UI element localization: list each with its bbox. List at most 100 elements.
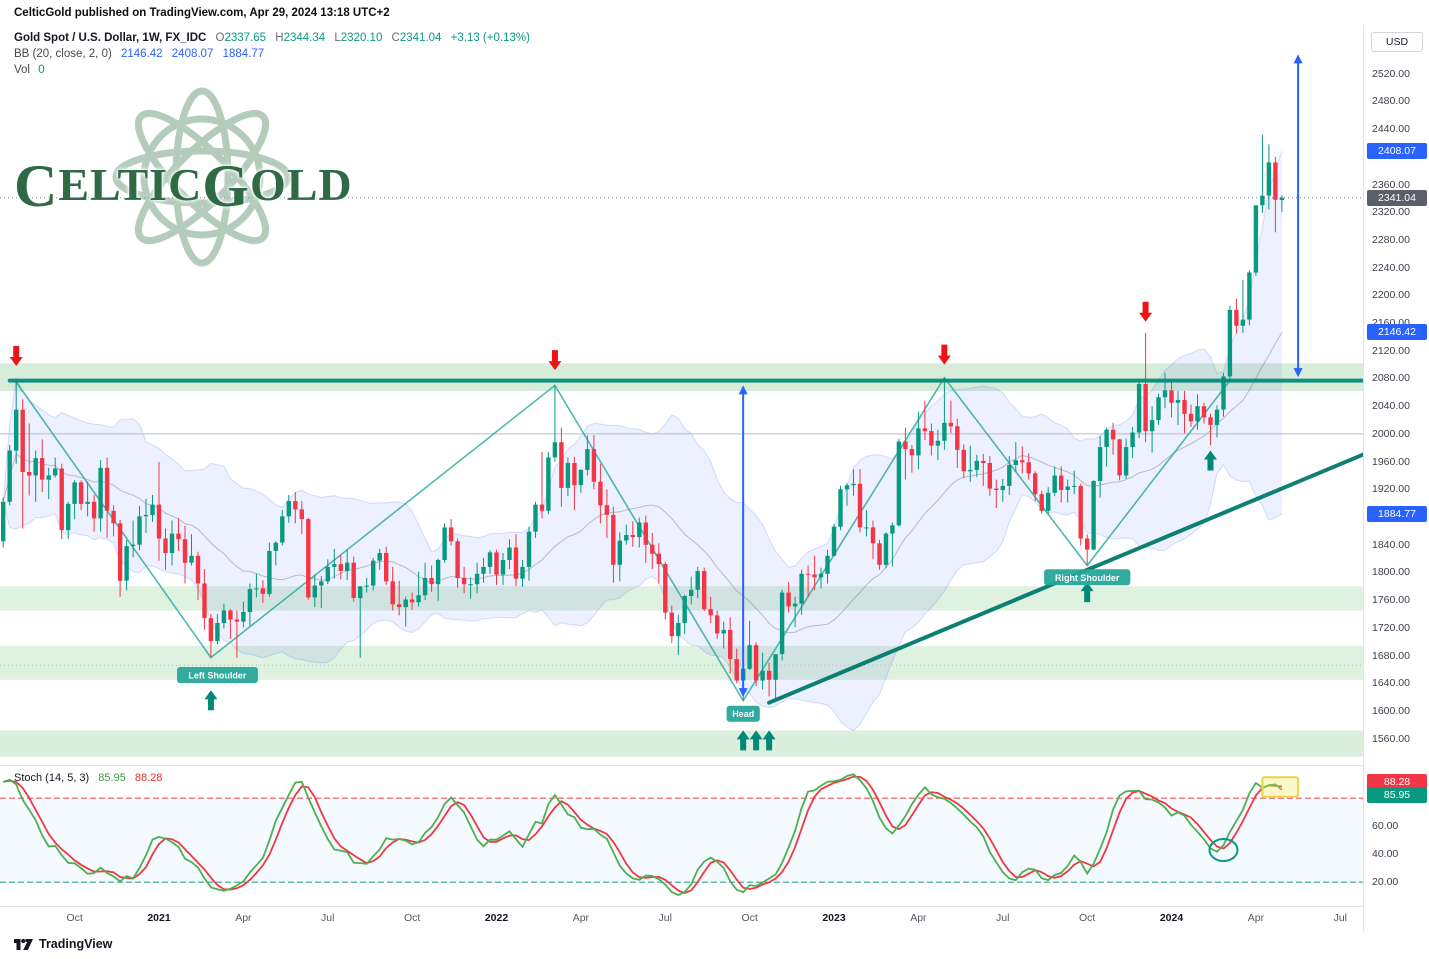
highlight-circle [1208, 838, 1239, 862]
down-arrow-icon [548, 350, 562, 371]
time-axis-label: Jul [996, 912, 1010, 924]
price-tick-label: 2000.00 [1372, 427, 1410, 440]
price-tick-label: 2040.00 [1372, 400, 1410, 413]
currency-selector[interactable]: USD [1371, 32, 1423, 52]
tradingview-attribution[interactable]: TradingView [14, 937, 112, 951]
time-axis-label: Apr [572, 912, 590, 924]
stochastic-label[interactable]: Stoch (14, 5, 3) [14, 772, 90, 784]
down-arrow-icon [1139, 301, 1153, 322]
price-tick-label: 1600.00 [1372, 704, 1410, 717]
price-badge: 2341.04 [1367, 189, 1427, 206]
pattern-label: Left Shoulder [177, 667, 258, 683]
publication-text: CelticGold published on TradingView.com,… [14, 7, 390, 19]
publication-bar: CelticGold published on TradingView.com,… [0, 0, 1429, 26]
volume-value: 0 [38, 64, 45, 76]
up-arrow-icon [1203, 450, 1217, 471]
pattern-label: Head [726, 705, 760, 722]
time-axis-label: Apr [910, 912, 927, 924]
change-value: +3.13 (+0.13%) [450, 32, 530, 44]
up-arrow-icon [1080, 582, 1094, 603]
stochastic-legend[interactable]: Stoch (14, 5, 3) 85.95 88.28 [14, 772, 162, 784]
chart-area: Left Shoulder Head Right Shoulder CELTICGO… [0, 26, 1429, 931]
time-axis-label: Jul [321, 912, 335, 924]
pattern-label: Right Shoulder [1044, 569, 1131, 586]
price-tick-label: 2480.00 [1372, 95, 1410, 108]
price-levels [0, 197, 1363, 666]
symbol-title[interactable]: Gold Spot / U.S. Dollar, 1W, FX_IDC [14, 32, 207, 44]
time-axis-label: 2021 [147, 912, 171, 924]
highlight-box [1261, 776, 1300, 798]
stochastic-d-value: 88.28 [134, 772, 163, 784]
price-badge: 2408.07 [1367, 143, 1427, 160]
stochastic-pane[interactable] [0, 766, 1363, 906]
symbol-row[interactable]: Gold Spot / U.S. Dollar, 1W, FX_IDC O233… [14, 30, 530, 46]
time-axis-label: Oct [1078, 912, 1096, 924]
price-tick-label: 2360.00 [1372, 178, 1410, 191]
close-value: 2341.04 [399, 32, 442, 44]
down-arrow-icon [9, 346, 23, 367]
price-tick-label: 1760.00 [1372, 594, 1410, 607]
candles [1, 134, 1285, 701]
signal-arrows[interactable] [9, 301, 1217, 751]
bb-upper-value: 2408.07 [171, 48, 214, 60]
price-tick-label: 2080.00 [1372, 372, 1410, 385]
price-badge: 2146.42 [1367, 324, 1427, 341]
svg-text:Right Shoulder: Right Shoulder [1055, 573, 1120, 583]
stoch-k-line [2, 773, 1283, 896]
price-tick-label: 2320.00 [1372, 206, 1410, 219]
bollinger-row[interactable]: BB (20, close, 2, 0) 2146.42 2408.07 188… [14, 46, 530, 62]
volume-label[interactable]: Vol [14, 64, 30, 76]
pane-separator[interactable] [0, 765, 1429, 766]
bb-lower-value: 1884.77 [222, 48, 265, 60]
price-tick-label: 2120.00 [1372, 344, 1410, 357]
open-value: 2337.65 [224, 32, 267, 44]
open-label: O [215, 32, 225, 44]
price-tick-label: 2280.00 [1372, 233, 1410, 246]
low-label: L [334, 32, 341, 44]
price-tick-label: 1640.00 [1372, 677, 1410, 690]
time-axis-label: 2023 [822, 912, 846, 924]
high-label: H [275, 32, 284, 44]
time-axis-label: Jul [1333, 912, 1347, 924]
price-axis[interactable]: USD 1560.00 1600.00 1640.00 1680.00 1720.00 1… [1363, 26, 1429, 931]
pattern-labels[interactable]: Left Shoulder Head Right Shoulder [177, 569, 1131, 722]
price-tick-label: 2520.00 [1372, 67, 1410, 80]
svg-text:Head: Head [732, 709, 754, 719]
symbol-legend[interactable]: Gold Spot / U.S. Dollar, 1W, FX_IDC O233… [14, 30, 530, 78]
down-arrow-icon [937, 344, 951, 365]
up-arrow-icon [749, 730, 763, 751]
bollinger-label[interactable]: BB (20, close, 2, 0) [14, 48, 112, 60]
price-chart-pane[interactable]: Left Shoulder Head Right Shoulder [0, 28, 1363, 765]
measured-move-arrows[interactable] [738, 54, 1303, 698]
price-tick-label: 1840.00 [1372, 538, 1410, 551]
footer-bar: TradingView [0, 931, 1429, 959]
bb-basis-value: 2146.42 [121, 48, 163, 60]
stoch-band-fill [0, 798, 1363, 883]
time-axis[interactable]: Oct 2021 Apr Jul Oct 2022 Apr Jul Oct 2023 Apr Jul O… [0, 907, 1363, 931]
stoch-tick-label: 40.00 [1372, 848, 1399, 861]
time-axis-label: 2022 [484, 912, 509, 924]
axis-separator [0, 906, 1429, 907]
time-axis-label: 2024 [1159, 912, 1184, 924]
time-axis-label: Oct [741, 912, 758, 924]
stoch-badge: 85.95 [1367, 787, 1427, 804]
price-tick-label: 2240.00 [1372, 261, 1410, 274]
volume-row[interactable]: Vol 0 [14, 62, 530, 78]
up-arrow-icon [762, 730, 776, 751]
vertical-double-arrow [738, 385, 748, 698]
close-label: C [391, 32, 400, 44]
bollinger-band [2, 150, 1283, 732]
price-tick-label: 1960.00 [1372, 455, 1410, 468]
svg-text:Left Shoulder: Left Shoulder [188, 671, 246, 681]
price-tick-label: 2200.00 [1372, 289, 1410, 302]
time-axis-label: Jul [658, 912, 672, 924]
up-arrow-icon [736, 730, 750, 751]
stochastic-k-value: 85.95 [98, 772, 126, 784]
price-tick-label: 2440.00 [1372, 123, 1410, 136]
time-axis-label: Oct [66, 912, 83, 924]
time-axis-label: Oct [403, 912, 421, 924]
price-tick-label: 1920.00 [1372, 483, 1410, 496]
price-tick-label: 1560.00 [1372, 732, 1410, 745]
low-value: 2320.10 [340, 32, 383, 44]
